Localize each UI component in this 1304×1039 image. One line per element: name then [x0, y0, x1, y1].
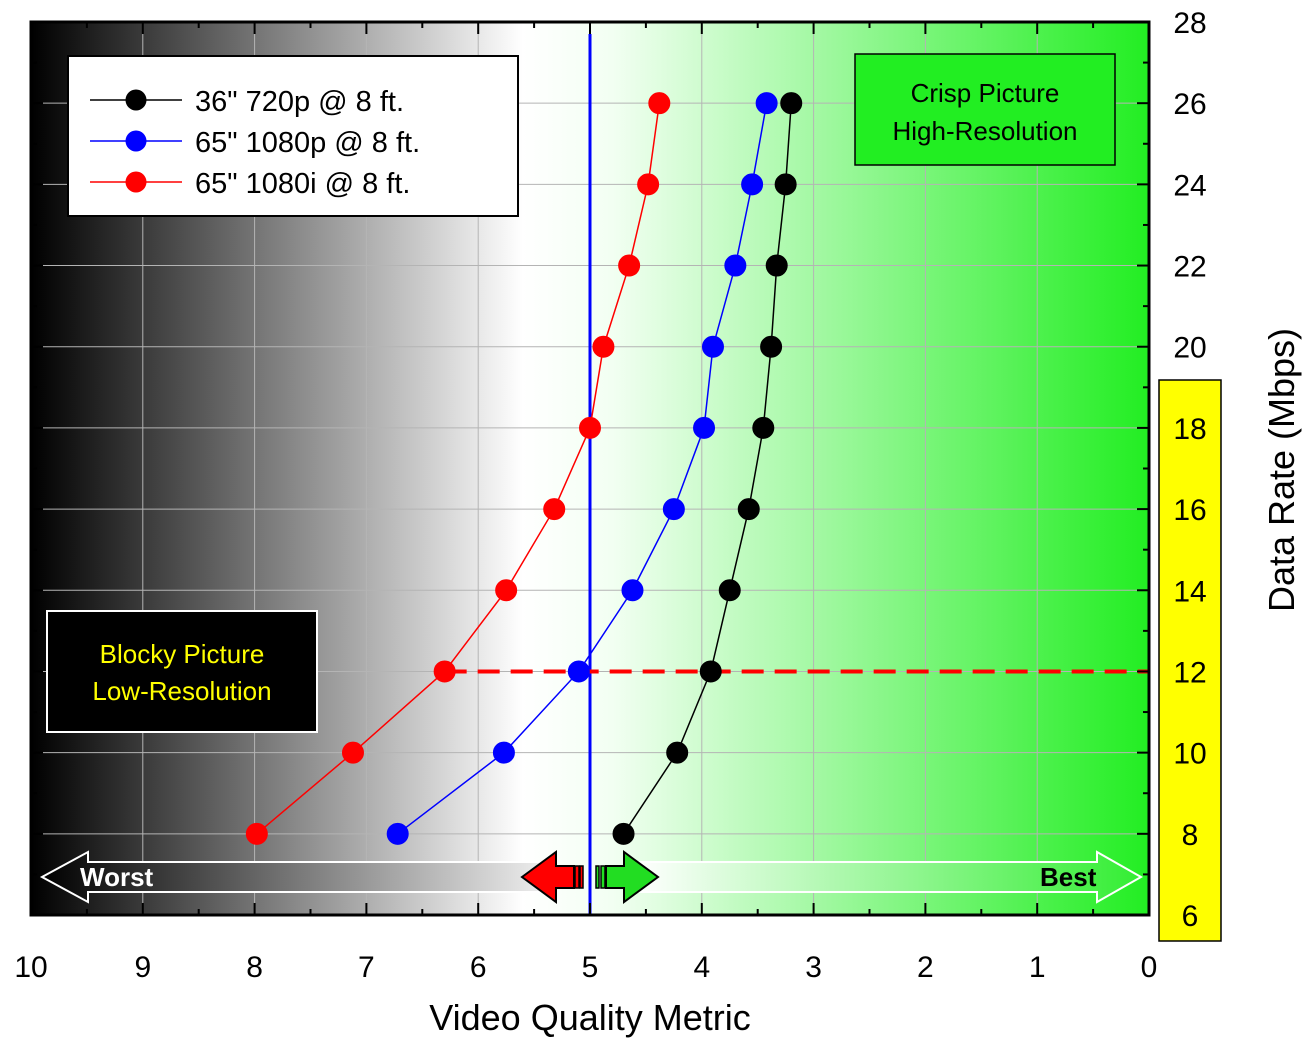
x-tick-label: 10 — [14, 951, 47, 984]
series-1-point-3 — [622, 580, 643, 601]
legend-label-2: 65" 1080i @ 8 ft. — [195, 168, 410, 200]
y-tick-label: 24 — [1173, 169, 1206, 202]
series-1-point-7 — [725, 255, 746, 276]
series-2-point-5 — [580, 417, 601, 438]
series-1-point-5 — [694, 417, 715, 438]
best-label: Best — [1040, 862, 1097, 892]
y-tick-label: 6 — [1182, 900, 1199, 933]
y-tick-label: 16 — [1173, 494, 1206, 527]
series-2-point-2 — [434, 661, 455, 682]
x-tick-label: 2 — [917, 951, 934, 984]
series-2-point-3 — [496, 580, 517, 601]
series-1-point-4 — [663, 499, 684, 520]
series-0-point-8 — [775, 174, 796, 195]
y-tick-label: 18 — [1173, 413, 1206, 446]
x-tick-label: 4 — [693, 951, 710, 984]
legend-label-0: 36" 720p @ 8 ft. — [195, 86, 404, 118]
series-0-point-2 — [700, 661, 721, 682]
x-tick-label: 9 — [134, 951, 151, 984]
legend: 36" 720p @ 8 ft. 65" 1080p @ 8 ft. 65" 108… — [68, 56, 518, 216]
series-0-point-1 — [667, 742, 688, 763]
series-0-point-3 — [719, 580, 740, 601]
x-tick-label: 0 — [1141, 951, 1158, 984]
series-2-point-6 — [593, 336, 614, 357]
y-tick-label: 14 — [1173, 575, 1206, 608]
blocky-line-1: Blocky Picture — [100, 639, 265, 669]
legend-label-1: 65" 1080p @ 8 ft. — [195, 127, 420, 159]
series-1-point-6 — [702, 336, 723, 357]
series-2-point-4 — [544, 499, 565, 520]
y-tick-label: 22 — [1173, 251, 1206, 284]
y-tick-label: 28 — [1173, 7, 1206, 40]
series-1-point-1 — [493, 742, 514, 763]
crisp-picture-box: Crisp Picture High-Resolution — [855, 54, 1115, 165]
legend-marker-0 — [126, 90, 147, 111]
y-axis-title: Data Rate (Mbps) — [1261, 328, 1302, 612]
series-0-point-4 — [738, 499, 759, 520]
series-2-point-8 — [638, 174, 659, 195]
x-tick-label: 3 — [805, 951, 822, 984]
series-0-point-5 — [753, 417, 774, 438]
series-0-point-7 — [766, 255, 787, 276]
y-tick-label: 10 — [1173, 738, 1206, 771]
y-tick-label: 20 — [1173, 332, 1206, 365]
series-2-point-9 — [649, 93, 670, 114]
series-2-point-7 — [619, 255, 640, 276]
series-1-point-8 — [742, 174, 763, 195]
series-0-point-0 — [613, 823, 634, 844]
x-tick-label: 5 — [582, 951, 599, 984]
series-0-point-9 — [781, 93, 802, 114]
x-tick-label: 8 — [246, 951, 263, 984]
series-0-point-6 — [761, 336, 782, 357]
crisp-line-1: Crisp Picture — [911, 78, 1060, 108]
x-tick-label: 1 — [1029, 951, 1046, 984]
x-tick-label: 6 — [470, 951, 487, 984]
series-1-point-2 — [568, 661, 589, 682]
y-tick-label: 12 — [1173, 656, 1206, 689]
x-tick-labels: 10 9 8 7 6 5 4 3 2 1 0 — [14, 951, 1157, 984]
y-tick-label: 8 — [1182, 819, 1199, 852]
legend-marker-1 — [126, 131, 147, 152]
y-tick-label: 26 — [1173, 88, 1206, 121]
series-2-point-0 — [246, 823, 267, 844]
x-axis-title: Video Quality Metric — [429, 997, 750, 1038]
worst-label: Worst — [80, 862, 154, 892]
series-1-point-0 — [387, 823, 408, 844]
series-1-point-9 — [756, 93, 777, 114]
crisp-line-2: High-Resolution — [893, 116, 1078, 146]
blocky-picture-box: Blocky Picture Low-Resolution — [47, 611, 317, 732]
legend-marker-2 — [126, 172, 147, 193]
series-2-point-1 — [342, 742, 363, 763]
blocky-line-2: Low-Resolution — [92, 676, 271, 706]
x-tick-label: 7 — [358, 951, 375, 984]
